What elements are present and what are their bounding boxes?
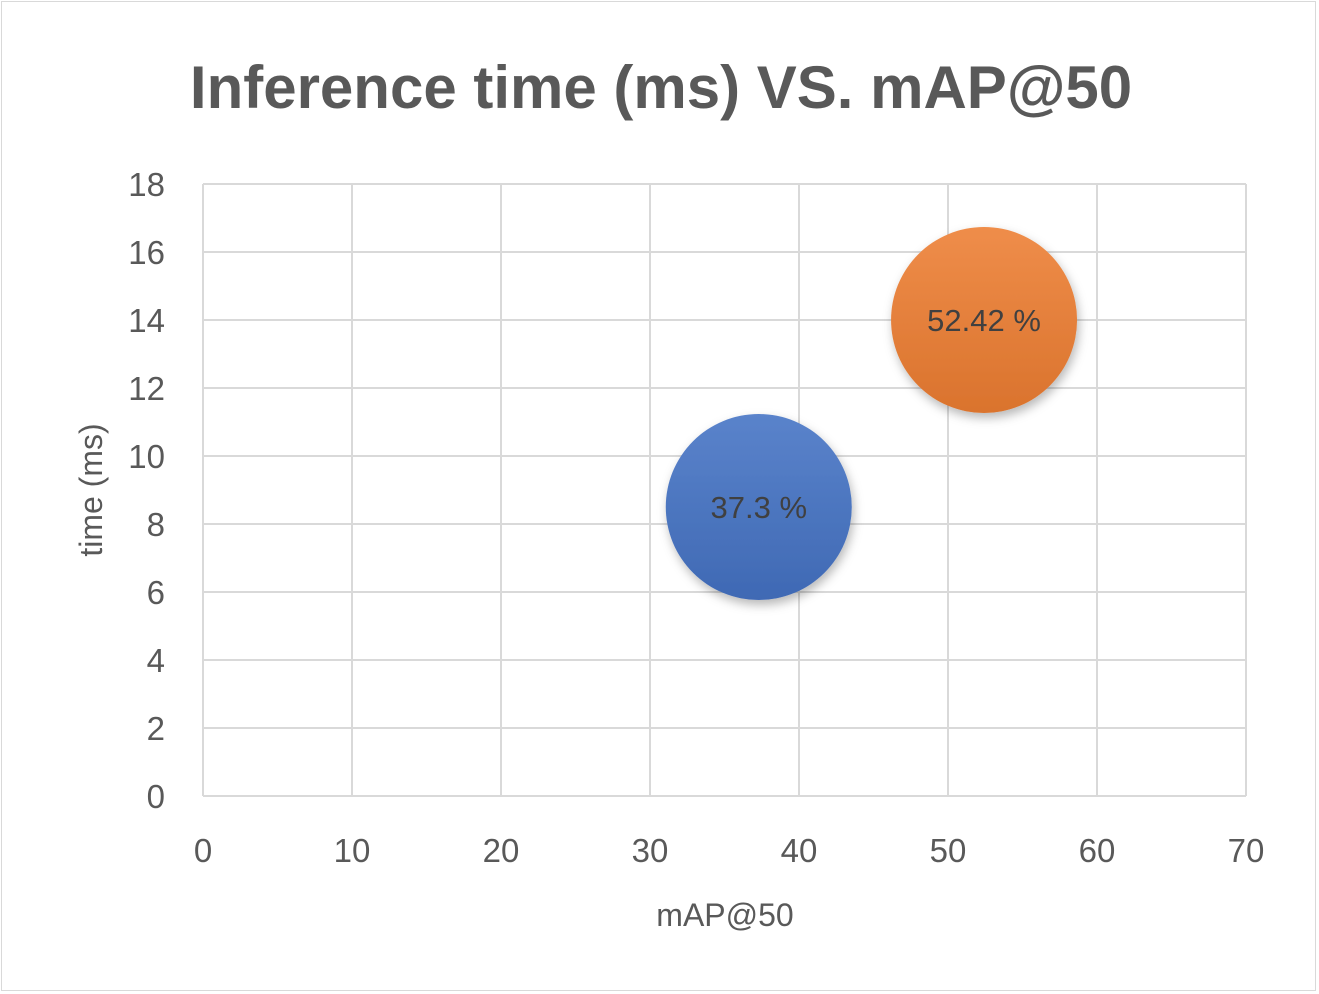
bubble-data-label: 37.3 % <box>711 490 808 525</box>
x-tick-label: 10 <box>334 832 371 869</box>
y-tick-label: 2 <box>147 710 165 747</box>
x-tick-label: 50 <box>930 832 967 869</box>
x-tick-label: 0 <box>194 832 212 869</box>
x-tick-label: 20 <box>483 832 520 869</box>
y-tick-label: 12 <box>128 370 165 407</box>
x-tick-label: 70 <box>1228 832 1265 869</box>
bubbles: 37.3 % 52.42 % <box>665 227 1078 600</box>
x-tick-label: 30 <box>632 832 669 869</box>
y-tick-label: 8 <box>147 506 165 543</box>
y-tick-label: 14 <box>128 302 165 339</box>
x-tick-label: 40 <box>781 832 818 869</box>
x-tick-label: 60 <box>1079 832 1116 869</box>
bubble-point <box>891 227 1078 413</box>
y-tick-label: 16 <box>128 234 165 271</box>
bubble-data-label: 52.42 % <box>927 303 1041 338</box>
tick-labels: 0 2 4 6 8 10 12 14 16 18 0 10 20 30 40 50 60 70 <box>128 166 1264 869</box>
y-tick-label: 18 <box>128 166 165 203</box>
chart-title: Inference time (ms) VS. mAP@50 <box>190 54 1132 121</box>
y-tick-label: 6 <box>147 574 165 611</box>
y-tick-label: 10 <box>128 438 165 475</box>
x-axis-title: mAP@50 <box>656 897 793 933</box>
y-axis-title: time (ms) <box>73 423 109 556</box>
y-tick-label: 4 <box>147 642 165 679</box>
bubble-point <box>665 414 852 600</box>
y-tick-label: 0 <box>147 778 165 815</box>
